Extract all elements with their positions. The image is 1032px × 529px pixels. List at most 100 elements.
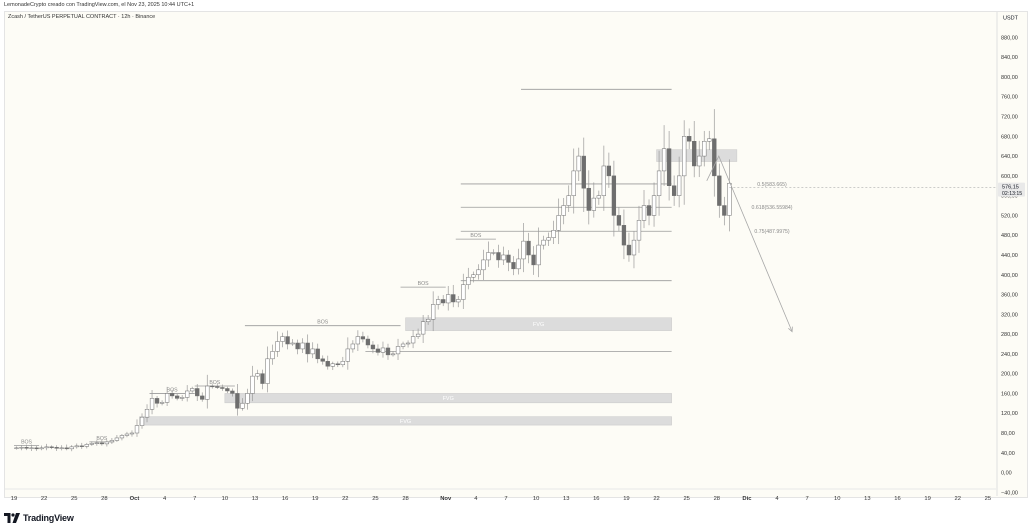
candle: [461, 284, 466, 300]
candle: [516, 258, 521, 270]
candle: [521, 240, 526, 260]
candle: [180, 397, 185, 399]
y-tick-label: 720,00: [1001, 115, 1018, 121]
bos-label: BOS: [209, 380, 220, 386]
candle: [561, 205, 566, 216]
y-tick-label: 640,00: [1001, 154, 1018, 160]
candle: [501, 254, 506, 261]
candle: [59, 447, 64, 449]
candle: [19, 447, 24, 449]
candle: [697, 155, 702, 167]
candle: [692, 140, 697, 167]
y-tick-label: 600,00: [1001, 174, 1018, 180]
candle: [546, 237, 551, 241]
candle: [84, 444, 89, 447]
x-tick-label: 7: [504, 496, 507, 502]
candle: [290, 342, 295, 345]
x-tick-label: 22: [955, 496, 961, 502]
candle: [220, 387, 225, 389]
x-tick-label: Oct: [130, 496, 140, 502]
fvg-zone: [224, 393, 672, 404]
candle: [325, 361, 330, 367]
candle: [340, 361, 345, 366]
candle: [285, 336, 290, 345]
candle: [124, 433, 130, 436]
candle: [400, 343, 406, 347]
y-tick-label: 520,00: [1001, 213, 1018, 219]
candle: [551, 230, 556, 238]
candle: [436, 299, 441, 305]
brand-name: TradingView: [23, 513, 74, 523]
candle: [195, 388, 200, 397]
x-tick-label: 19: [11, 496, 17, 502]
candle: [159, 402, 165, 404]
candle: [556, 215, 561, 231]
candle: [722, 205, 727, 216]
bos-label: BOS: [21, 439, 32, 445]
candle: [661, 148, 667, 172]
candle: [74, 445, 79, 448]
fib-level-label: 0.618(536.55984): [752, 205, 793, 211]
candle: [210, 385, 215, 388]
candle: [646, 205, 652, 216]
y-tick-label: 400,00: [1001, 273, 1018, 279]
candle: [185, 390, 190, 398]
x-tick-label: 10: [834, 496, 840, 502]
y-tick-label: 240,00: [1001, 352, 1018, 358]
y-tick-label: 120,00: [1001, 411, 1018, 417]
x-tick-label: 22: [41, 496, 47, 502]
y-tick-label: 320,00: [1001, 312, 1018, 318]
candle: [466, 276, 471, 285]
price-chart[interactable]: USDT 880,00 840,00 800,00 760,00 720,00 680,00…: [0, 0, 1032, 510]
bos-label: BOS: [418, 281, 429, 287]
x-tick-label: 28: [402, 496, 408, 502]
projection-line: [706, 155, 793, 332]
candle: [144, 409, 150, 418]
candle: [631, 239, 637, 256]
y-tick-label: 160,00: [1001, 391, 1018, 397]
candle: [671, 185, 677, 196]
candle: [240, 403, 245, 409]
tradingview-footer[interactable]: TradingView: [4, 510, 74, 526]
x-tick-label: 19: [312, 496, 318, 502]
candle: [280, 336, 285, 342]
candle: [370, 344, 376, 350]
fvg-zone: [405, 317, 672, 331]
fvg-label: FVG: [400, 419, 411, 425]
candle: [89, 443, 94, 445]
x-tick-label: 7: [806, 496, 809, 502]
candle: [581, 155, 586, 189]
y-tick-label: 80,00: [1001, 431, 1015, 437]
y-tick-label: 840,00: [1001, 55, 1018, 61]
candle: [712, 138, 717, 177]
x-tick-label: 7: [193, 496, 196, 502]
bos-label: BOS: [470, 233, 481, 239]
x-tick-label: 13: [563, 496, 569, 502]
candle: [215, 386, 220, 388]
candle: [471, 274, 476, 278]
y-tick-label: 0,00: [1001, 471, 1012, 477]
fib-level-label: 0.75(487.9975): [754, 229, 789, 235]
candle: [295, 342, 300, 350]
y-tick-label: 200,00: [1001, 372, 1018, 378]
candle: [420, 321, 426, 335]
candle: [34, 447, 39, 450]
candle: [315, 348, 320, 360]
x-tick-label: 13: [864, 496, 870, 502]
x-tick-label: 13: [252, 496, 258, 502]
candle: [415, 333, 421, 337]
candle: [129, 432, 135, 435]
x-tick-label: 4: [163, 496, 167, 502]
candle: [476, 269, 481, 276]
current-price-label: 576,15: [1002, 185, 1019, 191]
y-axis-unit: USDT: [1003, 16, 1019, 22]
candle: [601, 165, 607, 196]
candle: [621, 225, 627, 246]
candle: [94, 442, 99, 444]
candle: [104, 441, 110, 445]
x-tick-label: Dic: [742, 496, 752, 502]
x-tick-label: 16: [282, 496, 288, 502]
candle: [626, 244, 632, 256]
candle: [355, 336, 361, 345]
candle: [149, 398, 155, 410]
